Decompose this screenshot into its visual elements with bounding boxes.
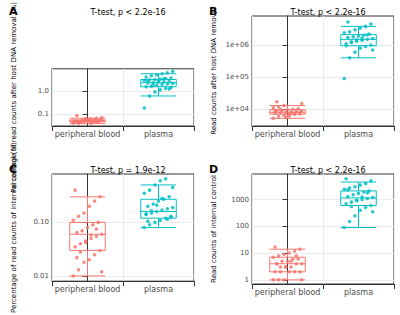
svg-text:plasma: plasma <box>344 130 373 139</box>
svg-text:Read counts after host DNA rem: Read counts after host DNA removal <box>210 7 218 135</box>
svg-text:1e+06: 1e+06 <box>225 41 249 49</box>
svg-text:B: B <box>209 5 217 18</box>
svg-text:T-test, p = 1.9e-12: T-test, p = 1.9e-12 <box>89 166 165 175</box>
svg-text:1: 1 <box>245 276 249 284</box>
svg-text:A: A <box>9 5 18 18</box>
svg-text:0.01: 0.01 <box>33 272 49 280</box>
svg-text:10: 10 <box>240 249 249 257</box>
svg-text:plasma: plasma <box>144 285 173 294</box>
svg-text:plasma: plasma <box>344 288 373 297</box>
svg-text:D: D <box>209 163 218 176</box>
svg-text:peripheral blood: peripheral blood <box>255 130 321 139</box>
svg-text:1.0: 1.0 <box>38 87 49 95</box>
svg-text:Percentage of read counts of i: Percentage of read counts of internal co… <box>10 142 18 313</box>
svg-text:plasma: plasma <box>144 130 173 139</box>
svg-text:T-test, p < 2.2e-16: T-test, p < 2.2e-16 <box>289 166 365 175</box>
svg-text:T-test, p < 2.2e-16: T-test, p < 2.2e-16 <box>289 8 365 17</box>
svg-text:0.1: 0.1 <box>38 110 49 118</box>
svg-text:Read counts of internal contro: Read counts of internal control <box>210 175 218 283</box>
svg-text:peripheral blood: peripheral blood <box>255 288 321 297</box>
svg-text:0.10: 0.10 <box>33 218 49 226</box>
svg-text:peripheral blood: peripheral blood <box>55 285 121 294</box>
svg-text:100: 100 <box>236 222 249 230</box>
svg-text:1e+04: 1e+04 <box>225 105 249 113</box>
svg-text:C: C <box>9 163 17 176</box>
svg-text:peripheral blood: peripheral blood <box>55 130 121 139</box>
svg-text:1000: 1000 <box>231 196 249 204</box>
svg-text:Percentage of read counts afte: Percentage of read counts after host DNA… <box>10 2 18 193</box>
svg-text:1e+05: 1e+05 <box>225 73 249 81</box>
svg-text:T-test, p < 2.2e-16: T-test, p < 2.2e-16 <box>89 8 165 17</box>
